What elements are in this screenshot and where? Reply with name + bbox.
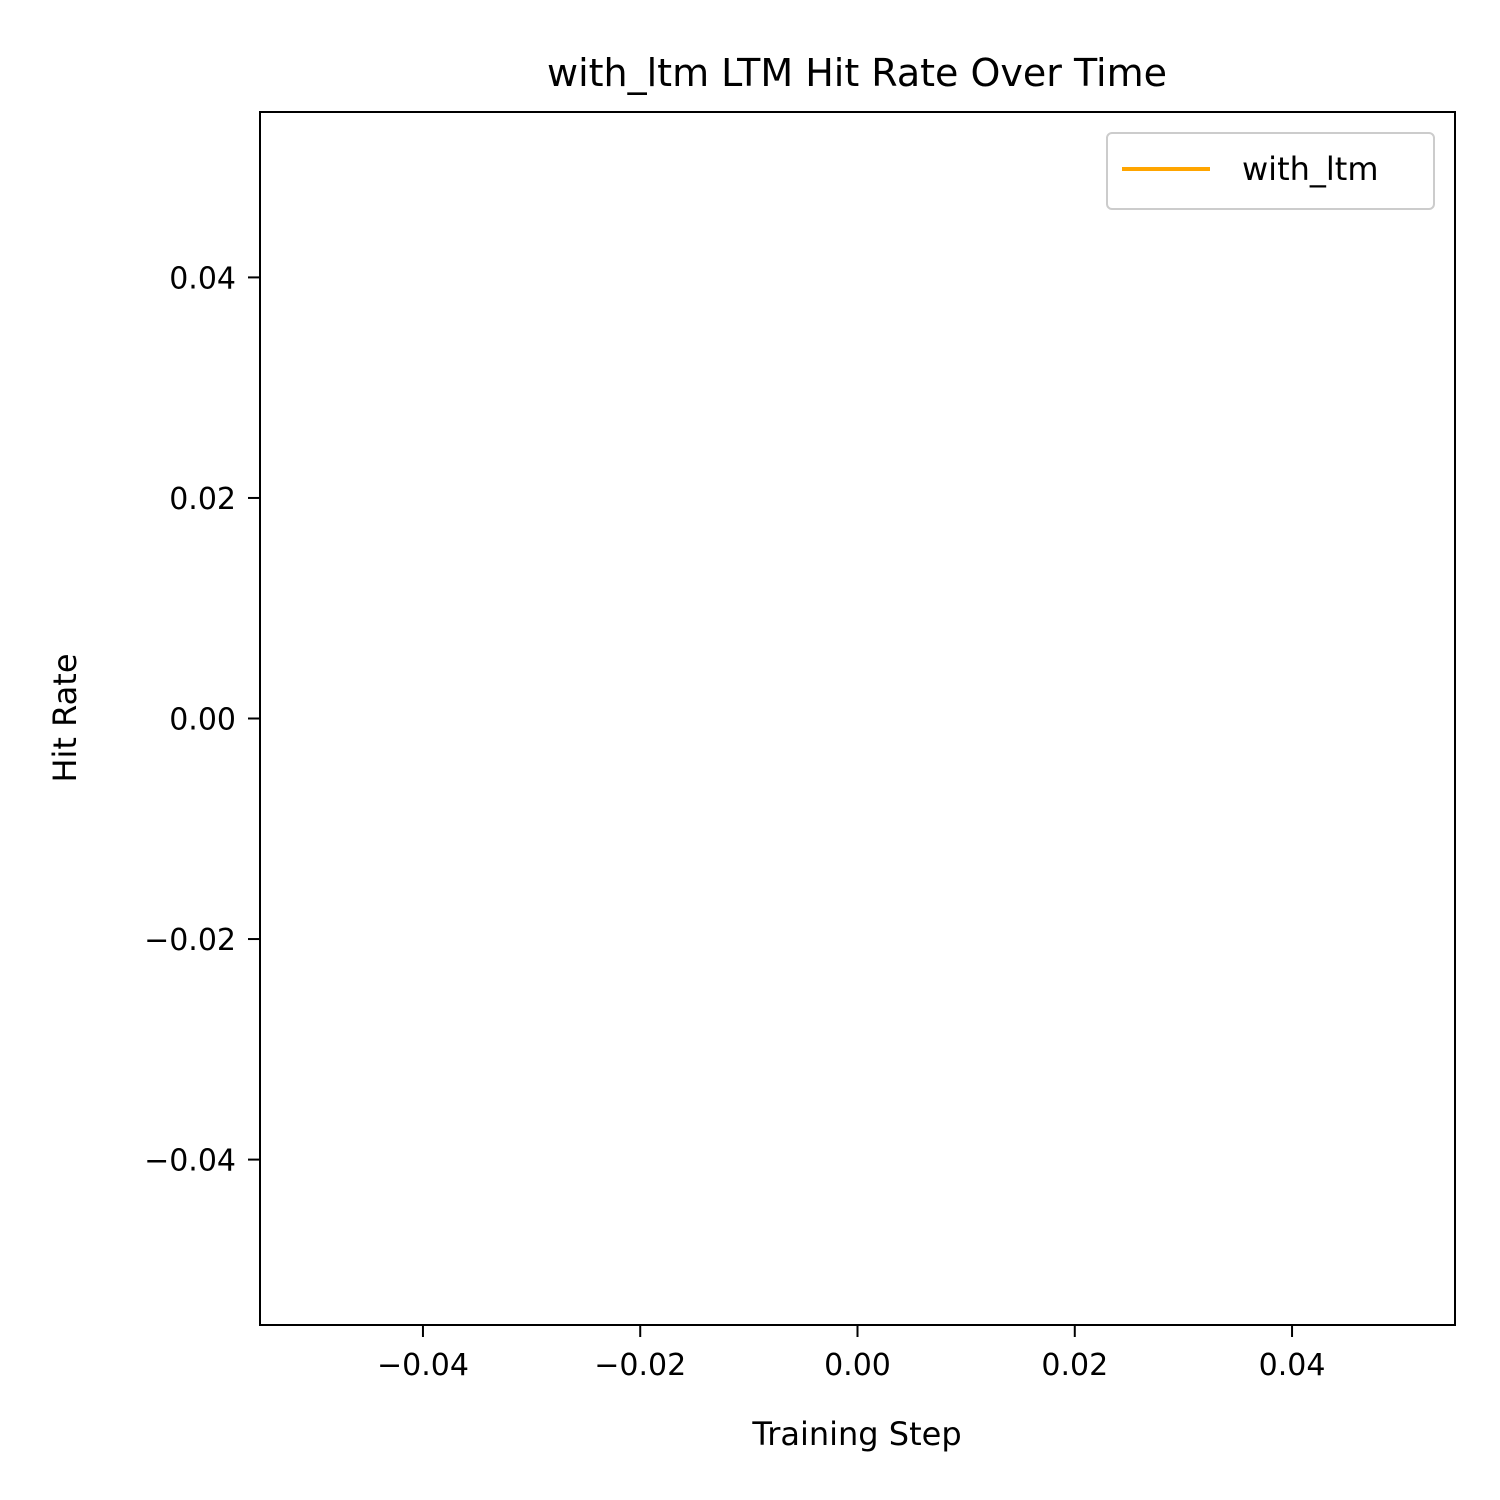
y-tick-label: 0.00 [169,703,236,738]
chart-title: with_ltm LTM Hit Rate Over Time [547,51,1167,95]
y-tick-label: 0.04 [169,261,236,296]
y-axis-ticks: −0.04 −0.02 0.00 0.02 0.04 [144,261,260,1179]
x-tick-label: 0.02 [1041,1348,1108,1383]
y-axis-label: Hit Rate [46,653,84,782]
x-tick-label: −0.02 [594,1348,686,1383]
x-tick-label: 0.04 [1259,1348,1326,1383]
y-tick-label: 0.02 [169,482,236,517]
y-tick-label: −0.04 [144,1144,236,1179]
x-tick-label: 0.00 [824,1348,891,1383]
x-axis-ticks: −0.04 −0.02 0.00 0.02 0.04 [377,1325,1325,1383]
x-axis-label: Training Step [751,1415,961,1453]
y-tick-label: −0.02 [144,923,236,958]
x-tick-label: −0.04 [377,1348,469,1383]
plot-area-frame [259,111,1456,1326]
legend: with_ltm [1106,132,1435,210]
legend-label-with-ltm: with_ltm [1242,150,1379,188]
legend-box [1106,132,1435,210]
